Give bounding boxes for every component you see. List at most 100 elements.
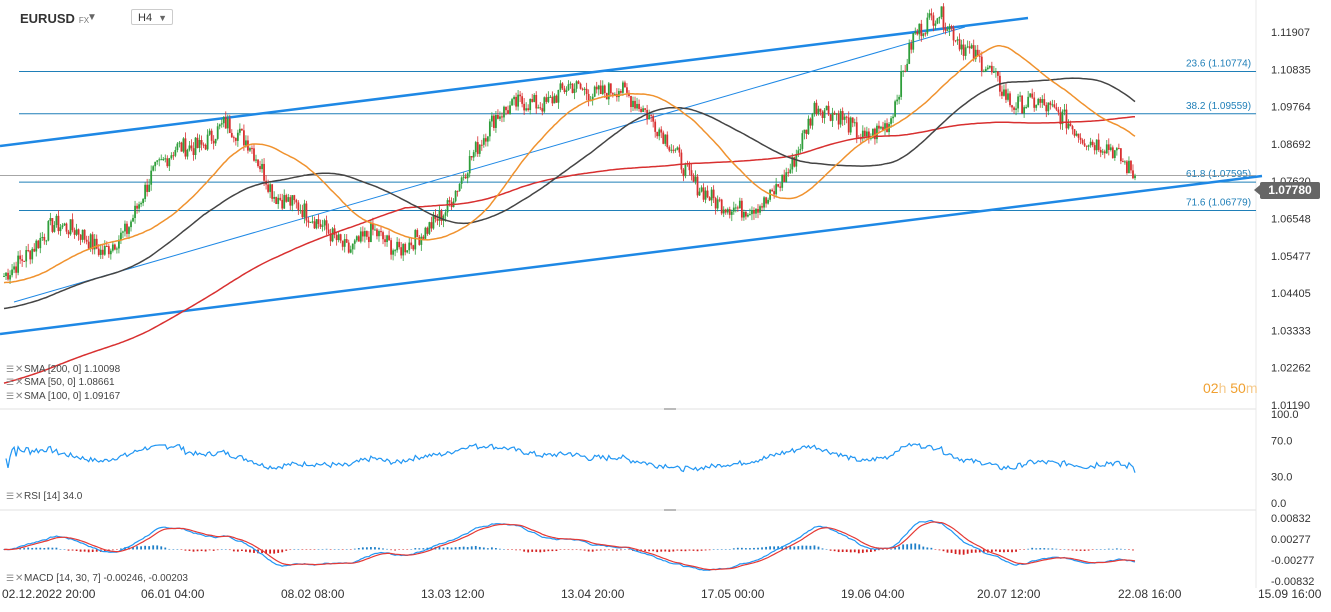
candle-body (1128, 160, 1130, 174)
candle-body (718, 199, 721, 201)
macd-histogram-bar (446, 547, 449, 550)
candle-body (103, 246, 106, 255)
macd-histogram-bar (156, 545, 159, 550)
candle-body (134, 205, 136, 218)
time-tick-label: 06.01 04:00 (141, 587, 205, 601)
candle-body (533, 94, 536, 102)
settings-icon[interactable]: ☰ (6, 364, 15, 374)
close-icon[interactable]: ✕ (15, 377, 24, 388)
settings-icon[interactable]: ☰ (6, 391, 15, 401)
candle-body (374, 229, 376, 231)
macd-histogram-bar (273, 549, 276, 554)
candle-body (745, 211, 747, 217)
candle-body (412, 245, 415, 250)
timeframe-select[interactable]: H4 ▼ (131, 9, 173, 25)
macd-histogram-bar (886, 549, 888, 550)
candle-body (573, 88, 576, 94)
candle-body (61, 225, 64, 228)
candle-body (757, 208, 759, 213)
candle-body (13, 266, 15, 270)
macd-histogram-bar (458, 546, 461, 550)
macd-histogram-bar (684, 549, 687, 552)
candle-body (1039, 98, 1042, 103)
macd-histogram-bar (890, 548, 892, 550)
candle-body (11, 269, 13, 276)
candle-body (1134, 175, 1136, 179)
candle-body (156, 160, 159, 162)
candle-body (53, 225, 56, 232)
macd-histogram-bar (1071, 549, 1074, 551)
candle-body (932, 15, 935, 26)
macd-histogram-bar (736, 547, 739, 550)
macd-histogram-bar (265, 549, 267, 554)
candle-body (170, 155, 173, 159)
candle-body (45, 240, 48, 242)
candle-body (249, 148, 251, 151)
macd-histogram-bar (19, 547, 22, 550)
macd-histogram-bar (1107, 548, 1110, 550)
symbol-label[interactable]: EURUSD FX (20, 11, 89, 26)
candle-body (1045, 105, 1048, 112)
candle-body (501, 116, 503, 118)
close-icon[interactable]: ✕ (15, 573, 24, 584)
candle-body (142, 199, 145, 204)
candle-body (855, 122, 858, 138)
candle-body (442, 215, 445, 221)
candle-body (658, 129, 661, 137)
candle-body (789, 169, 792, 173)
candle-body (1095, 139, 1098, 151)
macd-histogram-bar (519, 549, 522, 551)
candle-body (454, 190, 457, 202)
candle-body (539, 107, 542, 109)
candle-body (416, 230, 419, 238)
symbol-dropdown-icon[interactable]: ▼ (87, 12, 97, 23)
macd-histogram-bar (245, 549, 247, 552)
candle-body (910, 43, 913, 50)
candle-body (559, 83, 562, 90)
macd-histogram-bar (31, 547, 34, 550)
candle-body (325, 220, 328, 230)
candle-body (174, 150, 177, 156)
macd-histogram-bar (91, 549, 94, 552)
candle-body (113, 244, 116, 250)
candle-body (565, 90, 568, 92)
close-icon[interactable]: ✕ (15, 491, 24, 502)
candle-body (59, 227, 62, 232)
candle-body (833, 112, 836, 115)
candle-body (337, 234, 340, 241)
settings-icon[interactable]: ☰ (6, 491, 15, 501)
macd-histogram-bar (370, 547, 372, 550)
candle-body (906, 63, 909, 71)
candle-body (323, 220, 326, 226)
macd-histogram-bar (470, 546, 473, 550)
macd-histogram-bar (115, 549, 118, 550)
macd-histogram-bar (23, 548, 26, 550)
macd-histogram-bar (607, 549, 610, 551)
candle-body (561, 83, 564, 89)
candle-body (781, 174, 784, 188)
macd-histogram-bar (1031, 547, 1034, 550)
settings-icon[interactable]: ☰ (6, 377, 15, 387)
macd-tick-label: -0.00277 (1271, 555, 1314, 567)
macd-histogram-bar (184, 549, 187, 551)
candle-body (132, 217, 134, 222)
close-icon[interactable]: ✕ (15, 364, 24, 375)
price-tick-label: 1.01190 (1271, 400, 1310, 412)
candle-body (492, 115, 495, 128)
macd-histogram-bar (805, 545, 808, 550)
candle-body (1059, 112, 1062, 125)
candle-body (722, 209, 725, 214)
candle-body (545, 97, 548, 102)
macd-histogram-bar (172, 549, 175, 550)
macd-histogram-bar (813, 545, 816, 550)
candle-body (759, 206, 761, 213)
close-icon[interactable]: ✕ (15, 391, 24, 402)
macd-histogram-bar (474, 545, 477, 550)
candle-body (85, 239, 88, 242)
candle-body (878, 125, 880, 129)
fib-level-label: 38.2 (1.09559) (1186, 101, 1251, 112)
time-tick-label: 19.06 04:00 (841, 587, 905, 601)
settings-icon[interactable]: ☰ (6, 573, 15, 583)
candle-body (5, 272, 7, 277)
